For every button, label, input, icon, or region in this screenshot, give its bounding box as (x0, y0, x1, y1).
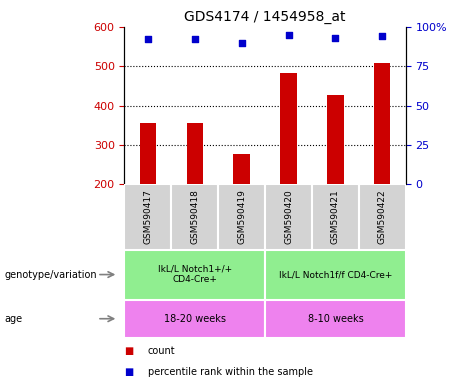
Text: percentile rank within the sample: percentile rank within the sample (148, 367, 313, 377)
Bar (374, 63, 390, 184)
Bar (171, 184, 218, 250)
Text: GSM590420: GSM590420 (284, 190, 293, 244)
Bar (140, 122, 156, 184)
Bar (124, 300, 265, 338)
Bar (359, 184, 406, 250)
Bar (280, 73, 297, 184)
Point (285, 31, 292, 38)
Text: GSM590417: GSM590417 (143, 190, 153, 244)
Bar (187, 122, 203, 184)
Text: GSM590419: GSM590419 (237, 190, 246, 244)
Text: GSM590418: GSM590418 (190, 190, 199, 244)
Title: GDS4174 / 1454958_at: GDS4174 / 1454958_at (184, 10, 346, 25)
Text: 18-20 weeks: 18-20 weeks (164, 314, 226, 324)
Text: 8-10 weeks: 8-10 weeks (307, 314, 363, 324)
Text: IkL/L Notch1+/+
CD4-Cre+: IkL/L Notch1+/+ CD4-Cre+ (158, 265, 232, 284)
Text: IkL/L Notch1f/f CD4-Cre+: IkL/L Notch1f/f CD4-Cre+ (279, 270, 392, 279)
Text: genotype/variation: genotype/variation (5, 270, 97, 280)
Bar (265, 300, 406, 338)
Bar (233, 154, 250, 184)
Text: ■: ■ (124, 346, 134, 356)
Point (144, 36, 152, 43)
Point (191, 36, 198, 43)
Bar (265, 250, 406, 300)
Bar (218, 184, 265, 250)
Text: GSM590421: GSM590421 (331, 190, 340, 244)
Point (378, 33, 386, 40)
Point (332, 35, 339, 41)
Bar (265, 184, 312, 250)
Bar (124, 184, 171, 250)
Point (238, 40, 245, 46)
Bar (124, 250, 265, 300)
Text: GSM590422: GSM590422 (378, 190, 387, 244)
Bar (312, 184, 359, 250)
Text: count: count (148, 346, 175, 356)
Text: ■: ■ (124, 367, 134, 377)
Text: age: age (5, 314, 23, 324)
Bar (327, 94, 343, 184)
